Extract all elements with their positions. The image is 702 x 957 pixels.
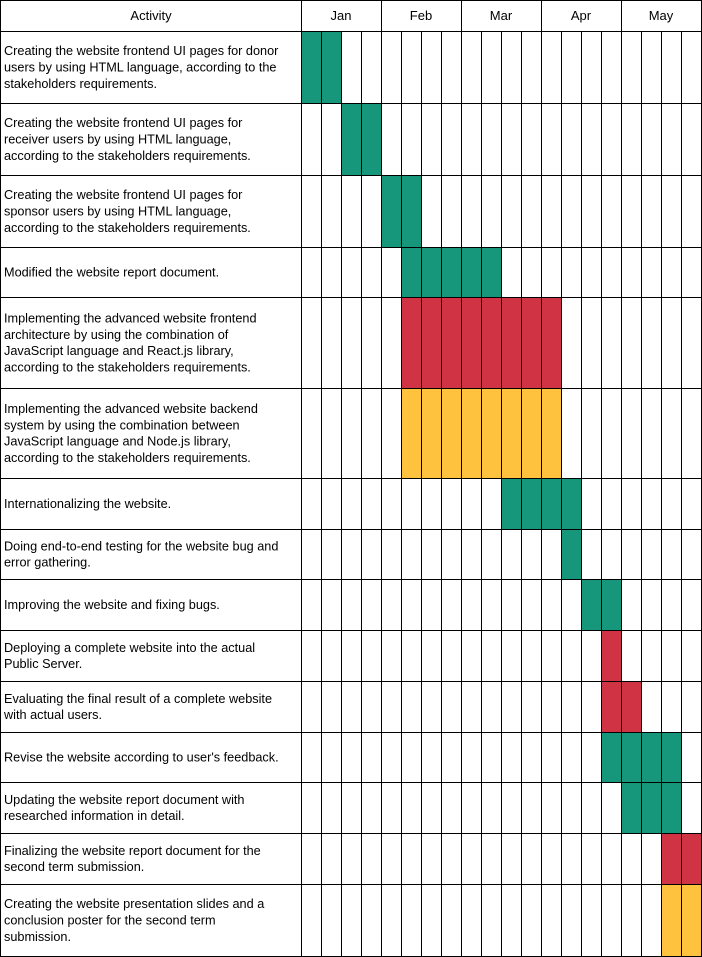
activity-label: Creating the website frontend UI pages f… (4, 44, 279, 91)
month-label: Mar (490, 8, 513, 23)
month-label: Jan (331, 8, 352, 23)
activity-label-line: JavaScript language and Node.js library, (4, 435, 231, 449)
activity-label-line: Improving the website and fixing bugs. (4, 598, 220, 612)
activity-label: Deploying a complete website into the ac… (4, 641, 255, 671)
activity-label-line: Implementing the advanced website backen… (4, 402, 258, 416)
month-label: Apr (571, 8, 592, 23)
activity-label-line: Modified the website report document. (4, 266, 219, 280)
activity-label: Implementing the advanced website backen… (4, 402, 258, 465)
task-bar (621, 782, 681, 833)
activity-label-line: Revise the website according to user's f… (4, 751, 279, 765)
activity-label-line: according to the stakeholders requiremen… (4, 451, 251, 465)
activity-label-line: Implementing the advanced website fronte… (4, 312, 257, 326)
activity-label-line: error gathering. (4, 556, 91, 570)
activity-label-line: Finalizing the website report document f… (4, 844, 261, 858)
activity-label: Creating the website frontend UI pages f… (4, 188, 251, 235)
activity-label: Doing end-to-end testing for the website… (4, 539, 278, 569)
activity-label: Creating the website frontend UI pages f… (4, 116, 251, 163)
activity-label: Internationalizing the website. (4, 497, 171, 511)
task-bar (401, 247, 501, 297)
activity-label: Updating the website report document wit… (4, 793, 245, 823)
activity-label-line: according to the stakeholders requiremen… (4, 149, 251, 163)
activity-label: Finalizing the website report document f… (4, 844, 261, 874)
activity-label-line: Deploying a complete website into the ac… (4, 641, 255, 655)
activity-label: Implementing the advanced website fronte… (4, 312, 257, 375)
month-label: Feb (410, 8, 432, 23)
activity-label-line: Doing end-to-end testing for the website… (4, 539, 278, 553)
activity-label-line: with actual users. (3, 708, 102, 722)
activity-label-line: Creating the website frontend UI pages f… (4, 116, 243, 130)
activity-label-line: conclusion poster for the second term (4, 914, 216, 928)
activity-label-line: according to the stakeholders requiremen… (4, 360, 251, 374)
activity-label-line: Updating the website report document wit… (4, 793, 245, 807)
activity-label-line: Creating the website frontend UI pages f… (4, 44, 279, 58)
activity-label: Revise the website according to user's f… (4, 751, 279, 765)
activity-label-line: Creating the website frontend UI pages f… (4, 188, 243, 202)
activity-header: Activity (130, 8, 172, 23)
activity-label-line: according to the stakeholders requiremen… (4, 221, 251, 235)
activity-label: Improving the website and fixing bugs. (4, 598, 220, 612)
activity-label-line: Evaluating the final result of a complet… (4, 692, 272, 706)
activity-label: Evaluating the final result of a complet… (3, 692, 272, 722)
activity-label-line: system by using the combination between (4, 418, 240, 432)
activity-label-line: users by using HTML language, according … (4, 61, 276, 75)
month-label: May (649, 8, 674, 23)
activity-label-line: submission. (4, 930, 71, 944)
activity-label-line: Public Server. (4, 657, 82, 671)
activity-label-line: receiver users by using HTML language, (4, 133, 231, 147)
activity-label: Creating the website presentation slides… (4, 897, 265, 944)
activity-label-line: sponsor users by using HTML language, (4, 205, 231, 219)
activity-label-line: Internationalizing the website. (4, 497, 171, 511)
task-bar (561, 529, 581, 579)
activity-label-line: JavaScript language and React.js library… (4, 344, 234, 358)
activity-label-line: architecture by using the combination of (4, 328, 229, 342)
activity-label: Modified the website report document. (4, 266, 219, 280)
task-bar (601, 630, 621, 681)
activity-label-line: Creating the website presentation slides… (4, 897, 265, 911)
activity-label-line: stakeholders requirements. (4, 77, 157, 91)
text-layer: Activity Jan Feb Mar Apr May Creating the web… (3, 8, 674, 944)
activity-label-line: researched information in detail. (4, 809, 185, 823)
activity-label-line: second term submission. (4, 860, 144, 874)
